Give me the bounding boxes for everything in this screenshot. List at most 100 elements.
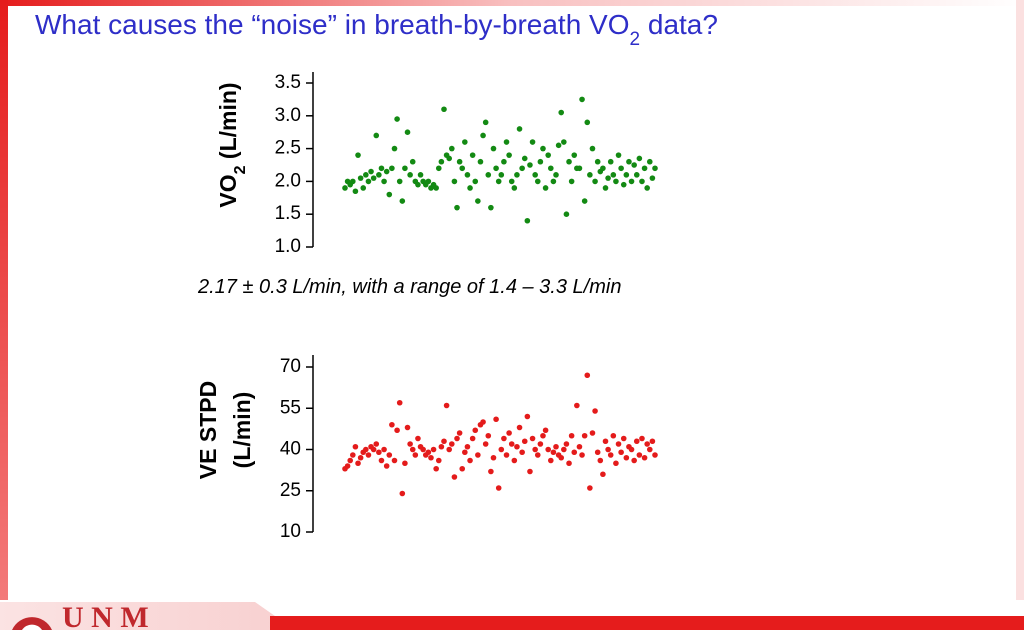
data-point xyxy=(519,449,525,456)
data-point xyxy=(529,139,536,145)
data-point xyxy=(563,441,570,447)
data-point xyxy=(597,457,604,464)
data-point xyxy=(386,452,393,458)
data-point xyxy=(357,175,364,181)
data-point xyxy=(558,454,565,461)
data-point xyxy=(446,446,453,453)
data-point xyxy=(626,158,632,165)
data-point xyxy=(381,446,387,453)
data-point xyxy=(490,454,497,461)
data-point xyxy=(516,126,523,132)
y-tick-label: 10 xyxy=(280,521,301,542)
data-point xyxy=(488,204,494,211)
data-point xyxy=(587,172,593,178)
data-point xyxy=(449,145,455,152)
data-point xyxy=(555,142,562,149)
y-tick-label: 1.0 xyxy=(275,236,301,257)
data-point xyxy=(417,172,424,178)
data-point xyxy=(540,145,546,152)
data-point xyxy=(568,432,575,439)
data-point xyxy=(381,178,387,185)
data-point xyxy=(644,441,650,447)
data-point xyxy=(545,152,551,158)
data-point xyxy=(472,178,479,185)
y-tick-label: 3.5 xyxy=(275,72,301,93)
data-point xyxy=(467,185,473,191)
data-point xyxy=(493,165,499,172)
data-point xyxy=(620,435,627,442)
data-point xyxy=(639,178,645,185)
data-point xyxy=(360,185,367,191)
data-point xyxy=(605,175,611,181)
data-point xyxy=(579,96,585,103)
data-point xyxy=(409,446,416,453)
data-point xyxy=(542,427,549,434)
data-point xyxy=(383,168,390,175)
data-point xyxy=(527,468,533,475)
data-point xyxy=(378,165,385,172)
data-point xyxy=(566,460,572,467)
y-tick-label: 55 xyxy=(280,397,301,418)
data-point xyxy=(425,449,432,456)
data-point xyxy=(378,457,385,464)
data-point xyxy=(584,119,591,126)
data-point xyxy=(589,145,596,152)
data-point xyxy=(641,454,648,461)
data-point xyxy=(615,441,622,447)
data-point xyxy=(435,165,442,172)
data-point xyxy=(456,158,463,165)
data-point xyxy=(490,145,497,152)
y-tick-label: 25 xyxy=(280,480,301,501)
data-point xyxy=(365,178,372,185)
data-point xyxy=(633,172,640,178)
data-point xyxy=(404,424,411,431)
y-label-text: (L/min) xyxy=(215,82,241,165)
data-point xyxy=(459,165,466,172)
title-text: What causes the “noise” in breath-by-bre… xyxy=(35,9,630,40)
data-point xyxy=(610,432,617,439)
data-point xyxy=(646,446,653,453)
data-point xyxy=(412,452,419,458)
data-point xyxy=(394,116,400,122)
data-point xyxy=(433,185,439,191)
data-point xyxy=(553,443,559,450)
data-point xyxy=(352,443,359,450)
data-point xyxy=(407,441,413,447)
data-point xyxy=(495,178,502,185)
data-point xyxy=(441,438,447,445)
data-point xyxy=(399,198,406,204)
data-point xyxy=(553,172,559,178)
data-point xyxy=(472,427,479,434)
data-point xyxy=(592,408,598,414)
data-point xyxy=(594,158,601,165)
data-point xyxy=(477,158,484,165)
left-border xyxy=(0,0,8,600)
data-point xyxy=(524,217,531,224)
data-point xyxy=(451,474,458,480)
data-point xyxy=(594,449,601,456)
data-point xyxy=(527,162,533,168)
data-point xyxy=(587,485,593,491)
data-point xyxy=(605,446,611,453)
data-point xyxy=(547,457,554,464)
data-point xyxy=(498,172,505,178)
data-point xyxy=(451,178,458,185)
data-point xyxy=(404,129,411,135)
data-point xyxy=(433,465,439,472)
data-point xyxy=(370,175,377,181)
data-point xyxy=(391,145,398,152)
data-point xyxy=(485,432,492,439)
y-tick-label: 40 xyxy=(280,439,301,460)
data-point xyxy=(566,158,572,165)
data-point xyxy=(602,185,609,191)
data-point xyxy=(415,435,421,442)
data-point xyxy=(574,402,580,409)
y-tick-label: 70 xyxy=(280,356,301,377)
data-point xyxy=(644,185,650,191)
data-point xyxy=(373,441,380,447)
data-point xyxy=(462,449,468,456)
data-point xyxy=(550,178,557,185)
data-point xyxy=(600,165,606,172)
right-border xyxy=(1016,0,1024,600)
data-point xyxy=(600,471,606,478)
